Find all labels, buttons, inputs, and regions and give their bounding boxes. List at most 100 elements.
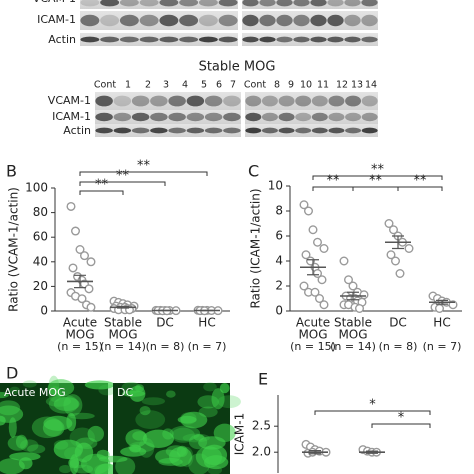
blot-band — [311, 127, 328, 134]
blot-band — [80, 36, 100, 43]
blot-row-label: VCAM-1 — [33, 0, 76, 5]
blot-band — [139, 0, 159, 7]
blot-band — [261, 112, 278, 122]
cell — [7, 435, 29, 451]
data-point — [310, 287, 320, 297]
blot-band — [242, 36, 259, 43]
blot-band — [168, 127, 186, 134]
y-tick-label: 6 — [275, 229, 283, 243]
cell — [135, 410, 166, 429]
blot-row-label: VCAM-1 — [48, 94, 91, 107]
blot-band — [150, 95, 168, 107]
blot-band — [328, 127, 345, 134]
data-point — [339, 256, 349, 266]
blot-band — [361, 112, 378, 122]
blot-strip — [95, 124, 241, 137]
x-tick-label: Acute — [296, 316, 330, 330]
cell — [141, 397, 166, 406]
blot-band — [344, 14, 361, 27]
lane-label: 3 — [163, 80, 169, 91]
blot-band — [119, 0, 139, 7]
data-point — [86, 302, 96, 312]
blot-band — [278, 95, 295, 107]
significance-bracket — [397, 186, 443, 191]
n-label: (n = 8) — [146, 340, 185, 353]
cell — [0, 391, 9, 399]
blot-band — [361, 95, 378, 107]
blot-band — [95, 127, 113, 134]
cell — [27, 444, 46, 454]
data-point — [391, 256, 401, 266]
blot-band — [186, 112, 205, 122]
significance-bracket — [312, 175, 443, 180]
blot-band — [242, 0, 259, 7]
x-tick-label: MOG — [338, 328, 367, 342]
lane-label: 12 — [336, 80, 348, 91]
y-axis-label: Ratio (VCAM-1/actin) — [7, 187, 21, 312]
y-tick-label: 4 — [275, 254, 283, 268]
n-label: (n = 7) — [188, 340, 227, 353]
y-tick-label: 40 — [33, 254, 48, 268]
blot-band — [198, 14, 218, 27]
blot-row-label: Actin — [48, 33, 76, 46]
blot-band — [327, 36, 344, 43]
cell — [171, 427, 195, 443]
cell — [198, 436, 226, 450]
blot-band — [204, 127, 223, 134]
lane-label: 11 — [317, 80, 329, 91]
n-label: (n = 14) — [100, 340, 146, 353]
blot-band — [100, 36, 120, 43]
lane-label: 7 — [230, 80, 236, 91]
blot-band — [293, 14, 310, 27]
blot-band — [327, 0, 344, 7]
y-tick-label: 2.5 — [252, 419, 271, 433]
blot-band — [361, 14, 378, 27]
blot-band — [159, 14, 179, 27]
blot-band — [80, 14, 100, 27]
significance-bracket — [79, 190, 124, 195]
data-point — [355, 304, 365, 314]
cell — [177, 415, 197, 424]
n-label: (n = 15) — [57, 340, 103, 353]
blot-band — [345, 112, 362, 122]
blot-band — [168, 112, 186, 122]
blot-band — [95, 112, 113, 122]
lane-label: 13 — [351, 80, 363, 91]
blot-strip — [80, 33, 238, 46]
blot-band — [278, 127, 295, 134]
lane-label: 5 — [201, 80, 207, 91]
blot-band — [168, 95, 186, 107]
cell — [63, 394, 83, 417]
cell — [142, 429, 174, 448]
panel-letter: D — [6, 364, 18, 383]
blot-band — [198, 0, 218, 7]
blot-band — [259, 36, 276, 43]
cell — [169, 425, 201, 441]
blot-band — [100, 14, 120, 27]
data-point — [344, 275, 354, 285]
blot-band — [361, 0, 378, 7]
cell — [20, 439, 39, 452]
cell — [198, 406, 218, 418]
data-point — [84, 284, 94, 294]
blot-band — [259, 14, 276, 27]
error-bar — [347, 291, 359, 301]
blot-band — [119, 14, 139, 27]
blot-band — [159, 0, 179, 7]
blot-band — [276, 0, 293, 7]
cell — [139, 405, 151, 416]
blot-row-label: ICAM-1 — [37, 13, 76, 26]
image-label: Acute MOG — [4, 386, 66, 399]
blot-band — [139, 36, 159, 43]
blot-band — [276, 14, 293, 27]
cell — [48, 375, 60, 397]
blot-band — [345, 95, 362, 107]
n-label: (n = 15) — [290, 340, 336, 353]
blot-band — [159, 36, 179, 43]
y-tick-label: 10 — [268, 179, 283, 193]
micrograph: Acute MOG — [0, 375, 121, 474]
cell — [98, 455, 128, 463]
cell — [22, 380, 37, 388]
y-tick-label: 2 — [275, 279, 283, 293]
